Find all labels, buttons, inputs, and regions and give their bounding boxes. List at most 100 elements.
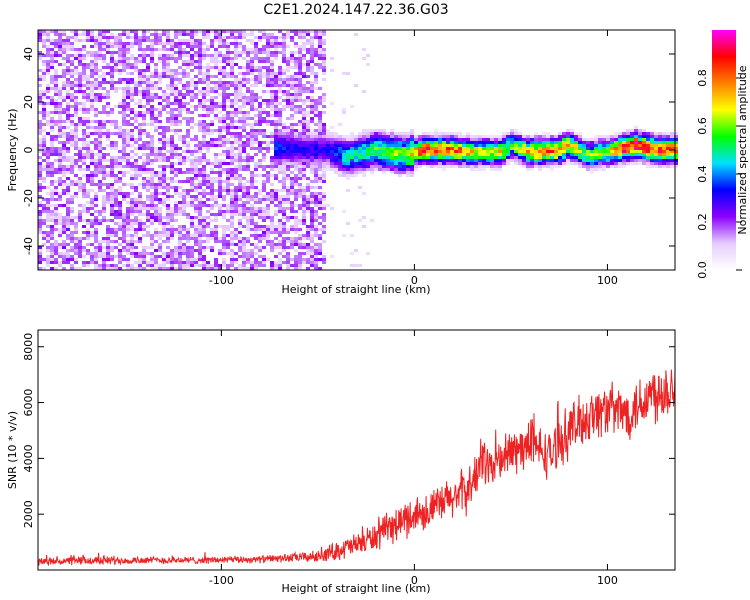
spectrogram-cell	[166, 198, 170, 201]
spectrogram-cell	[258, 255, 262, 258]
spectrogram-cell	[110, 159, 114, 162]
spectrogram-cell	[142, 111, 146, 114]
spectrogram-cell	[234, 120, 238, 123]
spectrogram-cell	[78, 84, 82, 87]
spectrogram-cell	[70, 48, 74, 51]
spectrogram-cell	[382, 147, 386, 150]
spectrogram-cell	[518, 162, 522, 165]
spectrogram-cell	[38, 69, 42, 72]
spectrogram-cell	[238, 225, 242, 228]
spectrogram-cell	[346, 150, 350, 153]
spectrogram-cell	[162, 156, 166, 159]
spectrogram-cell	[306, 186, 310, 189]
spectrogram-cell	[214, 81, 218, 84]
spectrogram-cell	[306, 153, 310, 156]
spectrogram-cell	[210, 87, 214, 90]
spectrogram-cell	[314, 114, 318, 117]
spectrogram-cell	[218, 267, 222, 270]
spectrogram-cell	[242, 48, 246, 51]
spectrogram-cell	[106, 243, 110, 246]
spectrogram-cell	[178, 78, 182, 81]
spectrogram-cell	[170, 39, 174, 42]
spectrogram-cell	[266, 42, 270, 45]
spectrogram-cell	[54, 240, 58, 243]
spectrogram-cell	[434, 141, 438, 144]
spectrogram-cell	[94, 141, 98, 144]
spectrogram-cell	[158, 264, 162, 267]
spectrogram-cell	[146, 84, 150, 87]
spectrogram-cell	[174, 114, 178, 117]
spectrogram-cell	[58, 231, 62, 234]
spectrogram-cell	[38, 141, 42, 144]
spectrogram-cell	[210, 30, 214, 33]
spectrogram-cell	[290, 102, 294, 105]
spectrogram-cell	[226, 45, 230, 48]
spectrogram-cell	[286, 228, 290, 231]
spectrogram-cell	[262, 165, 266, 168]
spectrogram-cell	[42, 138, 46, 141]
spectrogram-cell	[198, 81, 202, 84]
spectrogram-cell	[286, 129, 290, 132]
spectrogram-cell	[114, 45, 118, 48]
spectrogram-cell	[138, 36, 142, 39]
spectrogram-cell	[150, 33, 154, 36]
spectrogram-cell	[606, 159, 610, 162]
spectrogram-cell	[106, 159, 110, 162]
spectrogram-cell	[138, 48, 142, 51]
spectrogram-cell	[130, 219, 134, 222]
spectrogram-cell	[550, 162, 554, 165]
spectrogram-cell	[538, 141, 542, 144]
spectrogram-cell	[226, 54, 230, 57]
spectrogram-cell	[74, 267, 78, 270]
spectrogram-cell	[290, 114, 294, 117]
spectrogram-cell	[198, 225, 202, 228]
spectrogram-cell	[634, 153, 638, 156]
spectrogram-cell	[322, 99, 326, 102]
spectrogram-cell	[306, 201, 310, 204]
spectrogram-cell	[302, 237, 306, 240]
spectrogram-cell	[222, 189, 226, 192]
spectrogram-cell	[82, 54, 86, 57]
spectrogram-cell	[186, 102, 190, 105]
spectrogram-cell	[198, 180, 202, 183]
spectrogram-cell	[202, 126, 206, 129]
spectrogram-cell	[294, 177, 298, 180]
spectrogram-cell	[126, 135, 130, 138]
spectrogram-cell	[194, 243, 198, 246]
spectrogram-cell	[114, 255, 118, 258]
spectrogram-cell	[226, 99, 230, 102]
spectrogram-cell	[114, 126, 118, 129]
spectrogram-cell	[210, 204, 214, 207]
spectrogram-cell	[370, 171, 374, 174]
spectrogram-cell	[46, 102, 50, 105]
spectrogram-cell	[266, 123, 270, 126]
spectrogram-cell	[158, 174, 162, 177]
spectrogram-cell	[58, 51, 62, 54]
spectrogram-cell	[194, 264, 198, 267]
spectrogram-cell	[150, 159, 154, 162]
spectrogram-cell	[234, 243, 238, 246]
spectrogram-cell	[38, 156, 42, 159]
spectrogram-cell	[138, 138, 142, 141]
spectrogram-cell	[330, 153, 334, 156]
spectrogram-cell	[118, 45, 122, 48]
spectrogram-cell	[202, 222, 206, 225]
spectrogram-cell	[142, 162, 146, 165]
spectrogram-cell	[586, 144, 590, 147]
spectrogram-cell	[362, 159, 366, 162]
spectrogram-cell	[322, 240, 326, 243]
spectrogram-cell	[206, 87, 210, 90]
spectrogram-cell	[314, 33, 318, 36]
spectrogram-cell	[122, 150, 126, 153]
spectrogram-cell	[186, 246, 190, 249]
spectrogram-cell	[70, 240, 74, 243]
spectrogram-cell	[246, 96, 250, 99]
spectrogram-cell	[118, 72, 122, 75]
spectrogram-cell	[126, 114, 130, 117]
spectrogram-cell	[90, 204, 94, 207]
spectrogram-cell	[158, 81, 162, 84]
spectrogram-cell	[190, 189, 194, 192]
spectrogram-cell	[402, 171, 406, 174]
spectrogram-cell	[398, 138, 402, 141]
spectrogram-cell	[230, 222, 234, 225]
